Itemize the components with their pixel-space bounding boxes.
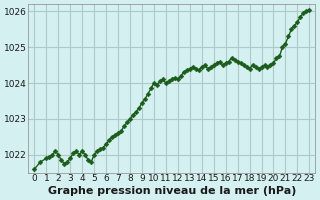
X-axis label: Graphe pression niveau de la mer (hPa): Graphe pression niveau de la mer (hPa)	[48, 186, 296, 196]
